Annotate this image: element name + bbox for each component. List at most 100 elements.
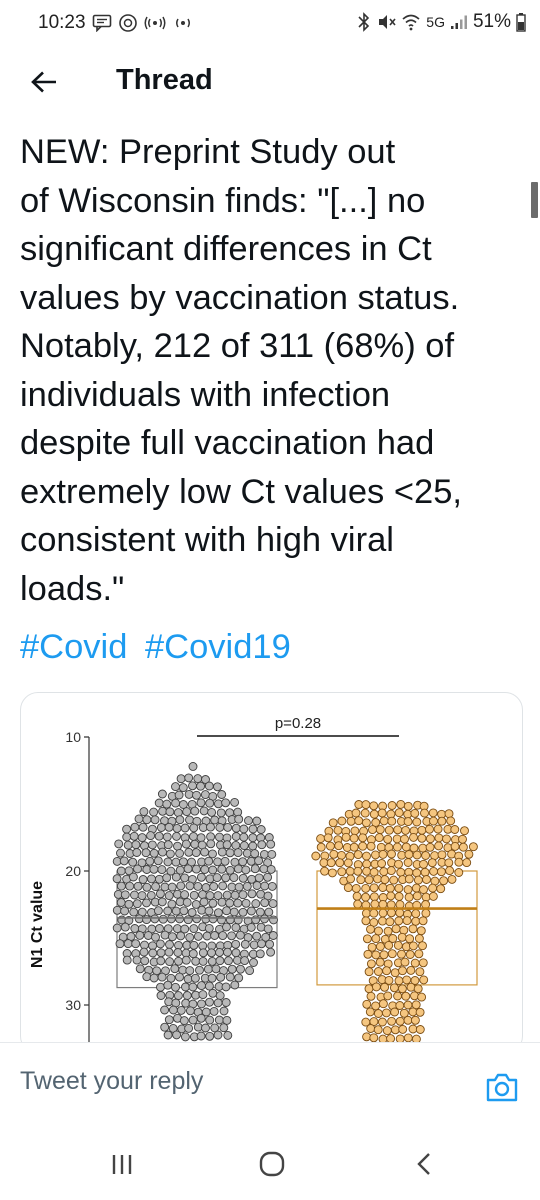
data-point [129, 831, 139, 841]
series-group-2 [311, 799, 478, 1044]
data-point [374, 926, 383, 936]
data-point [153, 856, 163, 866]
data-point [326, 858, 336, 868]
data-point [316, 842, 326, 852]
data-point [146, 831, 156, 841]
data-point [401, 825, 411, 835]
data-point [462, 858, 472, 868]
data-point [421, 908, 431, 918]
data-point [221, 998, 231, 1007]
data-point [362, 866, 372, 876]
data-point [250, 849, 260, 859]
data-point [349, 833, 359, 843]
data-point [252, 881, 262, 890]
data-point [210, 1023, 220, 1033]
data-point [184, 789, 194, 799]
hashtag-link[interactable]: #Covid19 [145, 628, 291, 666]
data-point [122, 955, 132, 965]
system-nav-bar [0, 1128, 540, 1200]
data-point [394, 976, 404, 986]
data-point [125, 881, 135, 891]
data-point [231, 939, 241, 949]
data-point [255, 949, 265, 959]
data-point [384, 940, 394, 950]
data-point [204, 981, 214, 991]
data-point [149, 848, 159, 858]
data-point [205, 891, 215, 901]
back-button[interactable] [22, 62, 66, 102]
home-button[interactable] [252, 1148, 292, 1180]
data-point [191, 956, 201, 966]
data-point [204, 781, 214, 791]
data-point [425, 824, 434, 834]
data-point [133, 881, 143, 891]
data-point [176, 881, 186, 891]
data-point [267, 881, 277, 891]
data-point [249, 958, 258, 967]
scrollbar-thumb[interactable] [531, 182, 538, 218]
data-point [263, 872, 273, 882]
data-point [266, 947, 276, 957]
data-point [234, 814, 244, 824]
data-point [412, 868, 422, 878]
data-point [246, 906, 256, 916]
data-point [386, 866, 396, 876]
data-point [156, 991, 166, 1000]
data-point [234, 882, 244, 892]
data-point [172, 823, 182, 833]
data-point [412, 817, 422, 827]
data-point [349, 842, 359, 852]
data-point [320, 866, 330, 876]
data-point [369, 1033, 379, 1043]
data-point [341, 832, 351, 842]
tweet-media-image[interactable]: 10 20 30 N1 Ct value p=0.28 [20, 692, 523, 1054]
data-point [174, 956, 183, 966]
data-point [400, 957, 410, 967]
data-point [191, 848, 201, 858]
data-point [399, 1008, 409, 1018]
data-point [245, 966, 255, 976]
data-point [189, 940, 199, 950]
recent-apps-button[interactable] [102, 1148, 142, 1180]
data-point [140, 956, 150, 966]
data-point [185, 966, 195, 976]
data-point [208, 914, 218, 924]
hashtag-link[interactable]: #Covid [20, 628, 128, 666]
data-point [123, 939, 133, 949]
data-point [206, 822, 215, 832]
data-point [210, 815, 220, 825]
data-point [213, 998, 223, 1008]
data-point [406, 965, 416, 975]
data-point [410, 991, 419, 1001]
data-point [138, 875, 148, 884]
data-point [180, 1032, 190, 1042]
data-point [176, 931, 186, 941]
data-point [389, 983, 399, 993]
data-point [252, 931, 262, 941]
data-point [150, 914, 160, 924]
data-point [393, 825, 403, 835]
data-point [394, 916, 404, 926]
back-nav-button[interactable] [404, 1148, 444, 1180]
data-point [227, 964, 237, 974]
data-point [154, 874, 164, 884]
data-point [411, 883, 421, 893]
data-point [239, 832, 249, 842]
data-point [190, 806, 200, 816]
data-point [155, 939, 165, 949]
data-point [403, 858, 413, 867]
data-point [383, 991, 393, 1001]
data-point [116, 848, 125, 858]
data-point [410, 958, 420, 968]
data-point [164, 822, 174, 832]
data-point [385, 883, 395, 893]
reply-input[interactable]: Tweet your reply [20, 1067, 204, 1095]
data-point [248, 824, 258, 834]
data-point [199, 897, 209, 907]
tweet-hashtags: #Covid #Covid19 [20, 623, 299, 671]
data-point [166, 866, 176, 876]
data-point [178, 783, 188, 793]
data-point [445, 866, 455, 876]
data-point [316, 834, 326, 844]
camera-button[interactable] [484, 1069, 520, 1105]
